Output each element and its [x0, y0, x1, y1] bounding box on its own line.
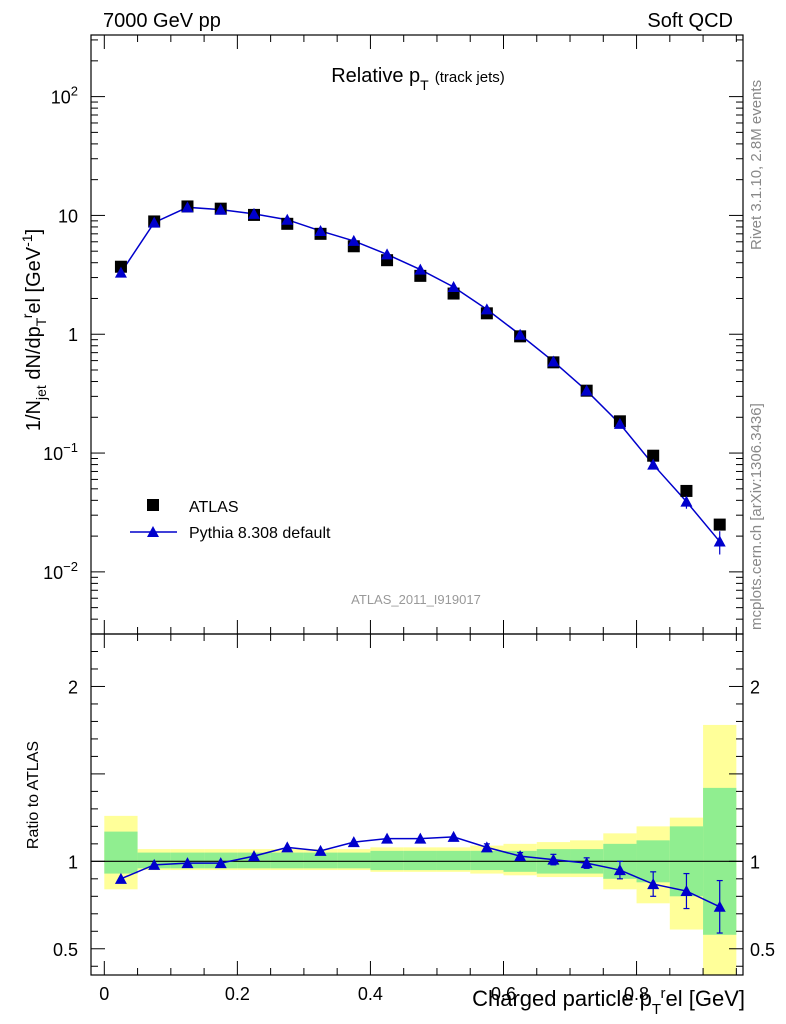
ratio-data-point	[214, 857, 227, 869]
legend-mc-label: Pythia 8.308 default	[189, 525, 331, 542]
ratio-band-green	[403, 850, 437, 871]
ratio-data-point	[613, 864, 626, 876]
mc-data-point	[414, 263, 427, 275]
ratio-data-point	[114, 872, 127, 884]
x-tick-label: 0.2	[225, 984, 250, 1004]
y-tick-label-main: 10	[58, 206, 78, 226]
atlas-data-point	[647, 449, 660, 462]
y-tick-label-ratio-right: 0.5	[750, 940, 775, 960]
legend-atlas-marker	[147, 499, 159, 511]
main-plot-frame	[90, 34, 744, 635]
ratio-bands	[104, 724, 737, 975]
mc-data-point	[314, 224, 327, 236]
ratio-data-point	[414, 832, 427, 844]
ratio-data-point	[314, 844, 327, 856]
mc-data-point	[148, 216, 161, 228]
ratio-data-point	[480, 841, 493, 853]
ratio-band-green	[436, 850, 471, 871]
analysis-label: ATLAS_2011_I919017	[351, 592, 481, 607]
x-tick-label: 0.8	[624, 984, 649, 1004]
ratio-band-green	[470, 850, 504, 871]
y-tick-label-ratio: 0.5	[53, 940, 78, 960]
ratio-data-point	[447, 830, 460, 842]
y-tick-label-ratio-right: 2	[750, 677, 760, 697]
mc-series-line	[120, 206, 721, 543]
ratio-band-green	[270, 852, 304, 869]
y-tick-label-ratio: 1	[68, 852, 78, 872]
ratio-data-point	[381, 832, 394, 844]
mc-data-point	[381, 248, 394, 260]
ratio-ylabel: Ratio to ATLAS	[25, 741, 42, 849]
mc-data-point	[181, 201, 194, 213]
ratio-band-green	[303, 852, 338, 869]
mc-data-point	[547, 355, 560, 367]
y-tick-label-main: 10−1	[43, 440, 78, 464]
ratio-data-point	[248, 850, 260, 862]
legend-atlas-label: ATLAS	[189, 499, 239, 516]
mc-data-point	[613, 417, 626, 429]
ratio-data-point	[713, 900, 726, 912]
ratio-data-point	[281, 841, 294, 853]
mc-data-point	[713, 535, 726, 547]
mc-data-point	[480, 303, 493, 315]
mc-data-point	[680, 495, 693, 507]
ratio-data-point	[181, 857, 194, 869]
mcplots-label: mcplots.cern.ch [arXiv:1306.3436]	[748, 403, 765, 630]
ratio-data-point	[148, 858, 161, 870]
rivet-label: Rivet 3.1.10, 2.8M events	[748, 80, 765, 250]
y-tick-label-main: 102	[51, 84, 78, 108]
x-tick-label: 0.6	[491, 984, 516, 1004]
header-right: Soft QCD	[647, 10, 733, 32]
ratio-data-point	[647, 878, 660, 890]
ratio-data-point	[547, 853, 560, 865]
ratio-data-point	[514, 850, 527, 862]
mc-data-point	[114, 266, 127, 278]
chart-title: Relative pT (track jets)	[331, 65, 505, 93]
atlas-data-point	[713, 518, 726, 531]
mc-data-point	[647, 458, 660, 470]
mc-data-point	[248, 207, 260, 219]
ratio-data-point	[580, 857, 593, 869]
y-tick-label-main: 10−2	[43, 559, 78, 583]
main-ylabel: 1/Njet dN/dpTrel [GeV-1]	[19, 229, 49, 431]
ratio-plot-frame	[90, 633, 744, 976]
y-tick-label-ratio-right: 1	[750, 852, 760, 872]
y-tick-label-ratio: 2	[68, 677, 78, 697]
mc-data-point	[214, 203, 227, 215]
atlas-data-point	[680, 484, 693, 497]
header-left: 7000 GeV pp	[103, 10, 221, 32]
mc-data-point	[514, 328, 527, 340]
mc-data-point	[347, 234, 360, 246]
mc-data-point	[447, 280, 460, 292]
legend: ATLAS Pythia 8.308 default	[130, 499, 331, 542]
ratio-band-green	[104, 831, 138, 874]
ratio-band-green	[370, 850, 404, 871]
ratio-data-point	[680, 885, 693, 897]
x-tick-label: 0	[99, 984, 109, 1004]
mc-data-point	[281, 213, 294, 225]
mc-data-point	[580, 384, 593, 396]
legend-mc-marker	[147, 526, 159, 537]
x-tick-label: 0.4	[358, 984, 383, 1004]
ratio-data-point	[347, 836, 360, 848]
y-tick-label-main: 1	[68, 325, 78, 345]
ratio-band-green	[337, 852, 371, 869]
